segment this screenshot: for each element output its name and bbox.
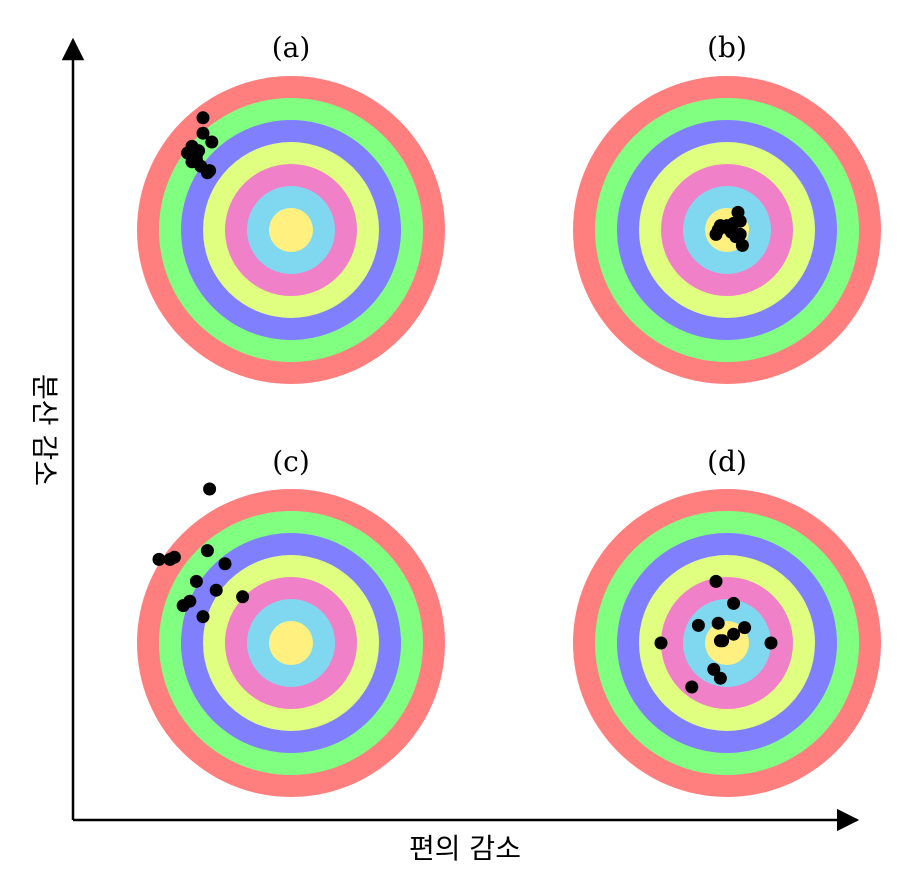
shot-point (727, 627, 741, 641)
panel-title-c: (c) (272, 445, 310, 478)
shot-point (727, 596, 741, 610)
shot-point (176, 599, 190, 613)
shot-point (196, 111, 210, 125)
shot-group-c (152, 482, 250, 624)
shot-point (654, 636, 668, 650)
shot-point (203, 482, 217, 496)
panel-title-d: (d) (707, 445, 747, 478)
target-rings-a (137, 76, 445, 384)
shot-group-d (654, 574, 778, 694)
shot-point (218, 557, 232, 571)
shot-point (209, 583, 223, 597)
shot-point (711, 616, 725, 630)
shot-point (203, 164, 217, 178)
shot-point (716, 634, 730, 648)
shot-point (205, 135, 219, 149)
target-ring-7 (269, 208, 313, 252)
shot-point (196, 610, 210, 624)
target-d: (d) (573, 445, 881, 797)
shot-point (200, 544, 214, 558)
shot-point (685, 680, 699, 694)
shot-point (738, 621, 752, 635)
shot-point (152, 552, 166, 566)
shot-point (167, 550, 181, 564)
shot-point (733, 214, 747, 228)
shot-point (189, 574, 203, 588)
y-axis-label: 분산 감소 (28, 374, 61, 486)
shot-point (713, 219, 727, 233)
shot-point (691, 618, 705, 632)
x-axis-label: 편의 감소 (409, 832, 521, 865)
shot-point (764, 636, 778, 650)
target-b: (b) (573, 31, 881, 384)
target-c: (c) (137, 445, 445, 797)
shot-point (713, 671, 727, 685)
target-a: (a) (137, 31, 445, 384)
shot-point (733, 227, 747, 241)
shot-group-a (181, 111, 219, 180)
panel-title-a: (a) (272, 31, 311, 64)
panel-title-b: (b) (707, 31, 747, 64)
shot-group-b (709, 205, 749, 252)
shot-point (709, 574, 723, 588)
shot-point (196, 126, 210, 140)
target-rings-c (137, 489, 445, 797)
shot-point (735, 238, 749, 252)
target-ring-7 (269, 621, 313, 665)
shot-point (236, 590, 250, 604)
